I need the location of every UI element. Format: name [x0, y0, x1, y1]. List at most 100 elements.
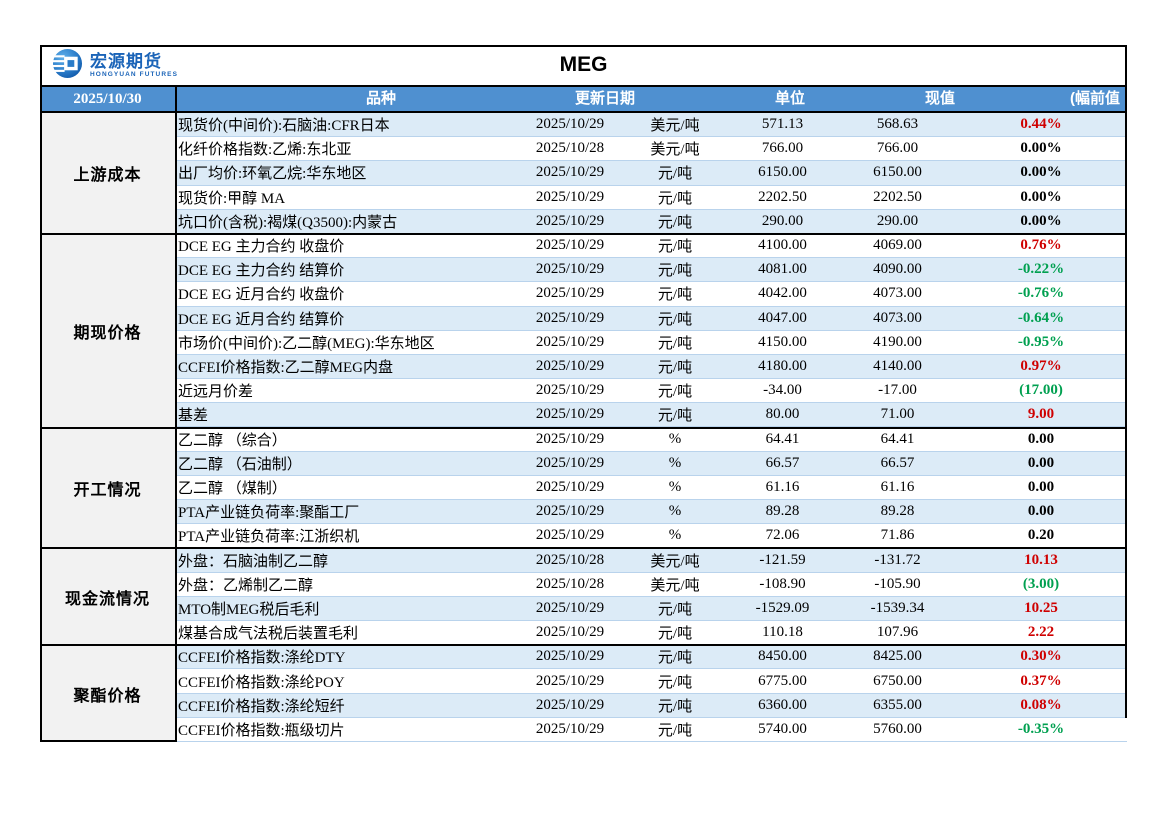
row-product-name: 坑口价(含税):褐煤(Q3500):内蒙古	[178, 214, 398, 231]
row-product-name: 基差	[178, 408, 209, 425]
table-row: PTA产业链负荷率:聚酯工厂 2025/10/29% 89.28 89.28 0.00	[175, 500, 1127, 525]
section-label: 上游成本	[40, 113, 175, 234]
row-current-value: 4180.00	[758, 358, 807, 375]
table-row: DCE EG 主力合约 收盘价 2025/10/29 元/吨 4100.00 4069.…	[175, 233, 1127, 259]
row-change-value: -0.35%	[1017, 720, 1065, 737]
row-unit: 美元/吨	[650, 118, 700, 135]
row-update-date: 2025/10/29	[535, 672, 605, 689]
row-product-name: DCE EG 主力合约 结算价	[178, 263, 345, 280]
row-product-name: PTA产业链负荷率:聚酯工厂	[178, 505, 360, 522]
row-unit: 元/吨	[657, 674, 693, 691]
row-previous-value: 4140.00	[873, 358, 922, 375]
table-row: 坑口价(含税):褐煤(Q3500):内蒙古 2025/10/29 元/吨 290.00…	[175, 209, 1127, 234]
row-unit: 美元/吨	[650, 577, 700, 594]
table-row: 乙二醇 （煤制） 2025/10/29% 61.16 61.16 0.00	[175, 475, 1127, 501]
row-update-date: 2025/10/29	[535, 261, 605, 278]
row-product-name: DCE EG 近月合约 结算价	[178, 311, 345, 328]
row-product-name: CCFEI价格指数:乙二醇MEG内盘	[178, 360, 394, 377]
table-row: 化纤价格指数:乙烯:东北亚 2025/10/28 美元/吨 766.00 766.00 0…	[175, 137, 1127, 162]
row-update-date: 2025/10/29	[535, 527, 605, 544]
row-update-date: 2025/10/29	[535, 648, 605, 665]
row-update-date: 2025/10/29	[535, 454, 605, 471]
row-change-value: 0.30%	[1020, 648, 1062, 665]
table-row: CCFEI价格指数:涤纶DTY 2025/10/29 元/吨 8450.00 8425.…	[175, 645, 1127, 670]
row-previous-value: 61.16	[880, 478, 915, 495]
row-product-name: PTA产业链负荷率:江浙织机	[178, 529, 360, 546]
table-row: 煤基合成气法税后装置毛利 2025/10/29 元/吨 110.18 107.96 2.2…	[175, 621, 1127, 646]
row-current-value: -108.90	[759, 575, 806, 592]
header-col-update-date: 更新日期	[574, 90, 635, 107]
table-row: 外盘：石脑油制乙二醇 2025/10/28 美元/吨 -121.59 -131.72 10…	[175, 548, 1127, 573]
table-row: 外盘：乙烯制乙二醇 2025/10/28 美元/吨 -108.90 -105.90 (3.…	[175, 572, 1127, 597]
row-current-value: 766.00	[761, 140, 804, 157]
row-current-value: 571.13	[761, 116, 804, 133]
row-change-value: 0.00	[1027, 478, 1055, 495]
row-product-name: 乙二醇 （石油制）	[178, 456, 302, 473]
row-update-date: 2025/10/29	[535, 503, 605, 520]
row-unit: 元/吨	[657, 360, 693, 377]
row-unit: 元/吨	[657, 311, 693, 328]
row-current-value: 6150.00	[758, 164, 807, 181]
row-update-date: 2025/10/29	[535, 116, 605, 133]
row-previous-value: 6355.00	[873, 696, 922, 713]
row-unit: 元/吨	[657, 408, 693, 425]
row-current-value: 4042.00	[758, 285, 807, 302]
row-previous-value: 568.63	[876, 116, 919, 133]
row-current-value: 72.06	[765, 527, 800, 544]
row-update-date: 2025/10/28	[535, 575, 605, 592]
row-unit: 元/吨	[657, 287, 693, 304]
section-label: 现金流情况	[40, 548, 175, 646]
row-current-value: -1529.09	[755, 599, 810, 616]
row-change-value: -0.95%	[1017, 333, 1065, 350]
table-row: CCFEI价格指数:涤纶短纤 2025/10/29 元/吨 6360.00 6355.0…	[175, 693, 1127, 718]
row-current-value: -34.00	[763, 382, 802, 399]
section-separator	[40, 426, 1127, 429]
row-product-name: 现货价:甲醇 MA	[178, 190, 286, 207]
row-change-value: 10.25	[1024, 599, 1058, 616]
row-unit: 美元/吨	[650, 142, 700, 159]
row-unit: %	[668, 454, 682, 471]
row-previous-value: 290.00	[876, 212, 919, 229]
row-unit: 元/吨	[657, 722, 693, 739]
row-unit: %	[668, 527, 682, 544]
row-update-date: 2025/10/29	[535, 382, 605, 399]
row-previous-value: 107.96	[876, 624, 919, 641]
row-update-date: 2025/10/29	[535, 696, 605, 713]
table-row: PTA产业链负荷率:江浙织机 2025/10/29% 72.06 71.86 0.20	[175, 524, 1127, 549]
report-table: MEG	[40, 45, 1127, 742]
row-current-value: 5740.00	[758, 720, 807, 737]
row-change-value: (3.00)	[1022, 575, 1060, 592]
row-change-value: 0.97%	[1020, 358, 1062, 375]
page-title: MEG	[559, 53, 608, 76]
table-row: CCFEI价格指数:乙二醇MEG内盘 2025/10/29 元/吨 4180.00 41…	[175, 354, 1127, 380]
row-current-value: 290.00	[761, 212, 804, 229]
border-under-title	[40, 85, 1127, 87]
logo-company-subtitle: HONGYUAN FUTURES	[90, 71, 179, 79]
table-row: 现货价(中间价):石脑油:CFR日本 2025/10/29 美元/吨 571.13 56…	[175, 113, 1127, 138]
border-right	[1125, 45, 1127, 718]
row-product-name: 现货价(中间价):石脑油:CFR日本	[178, 118, 390, 135]
row-current-value: 64.41	[765, 430, 800, 447]
row-unit: 元/吨	[657, 239, 693, 256]
header-col-product: 品种	[365, 90, 396, 107]
row-change-value: 0.00%	[1020, 140, 1062, 157]
section-separator	[40, 232, 1127, 235]
row-product-name: 近远月价差	[178, 384, 254, 401]
row-unit: 元/吨	[657, 650, 693, 667]
row-unit: 元/吨	[657, 214, 693, 231]
title-row: MEG	[40, 45, 1127, 85]
border-under-header	[40, 111, 1127, 113]
row-current-value: 8450.00	[758, 648, 807, 665]
row-change-value: -0.22%	[1017, 261, 1065, 278]
border-section-column	[175, 87, 177, 742]
row-change-value: 0.44%	[1020, 116, 1062, 133]
row-previous-value: 6750.00	[873, 672, 922, 689]
row-previous-value: 4090.00	[873, 261, 922, 278]
table-row: 近远月价差 2025/10/29 元/吨 -34.00 -17.00 (17.00)	[175, 379, 1127, 404]
row-unit: %	[668, 503, 682, 520]
section-separator	[40, 547, 1127, 550]
header-col-current-value: 现值	[924, 90, 955, 107]
row-previous-value: 766.00	[876, 140, 919, 157]
row-unit: 元/吨	[657, 384, 693, 401]
row-change-value: 0.08%	[1020, 696, 1062, 713]
